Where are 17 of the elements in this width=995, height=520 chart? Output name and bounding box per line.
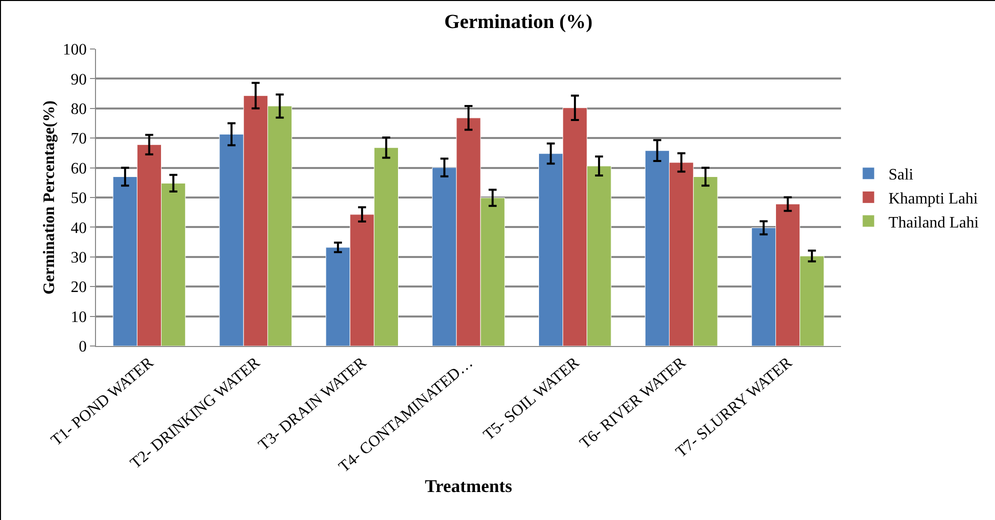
- y-tick-label: 70: [70, 130, 87, 148]
- y-tick-label: 40: [70, 220, 87, 237]
- chart-title: Germination (%): [444, 11, 593, 33]
- y-tick-label: 100: [62, 42, 87, 59]
- y-tick-label: 10: [70, 308, 87, 326]
- y-tick-label: 30: [70, 250, 87, 266]
- legend-label: Khampti Lahi: [888, 190, 978, 208]
- y-tick-label: 90: [70, 71, 87, 88]
- x-axis-title: Treatments: [424, 476, 512, 496]
- y-tick-label: 0: [78, 338, 87, 356]
- y-axis-title: Germination Percentage(%): [41, 100, 58, 294]
- y-tick-label: 50: [70, 190, 87, 208]
- legend-label: Thailand Lahi: [888, 214, 980, 232]
- y-tick-label: 60: [70, 160, 87, 178]
- y-tick-label: 20: [70, 279, 87, 296]
- y-tick-label: 80: [70, 101, 87, 118]
- legend-label: Sali: [888, 166, 914, 184]
